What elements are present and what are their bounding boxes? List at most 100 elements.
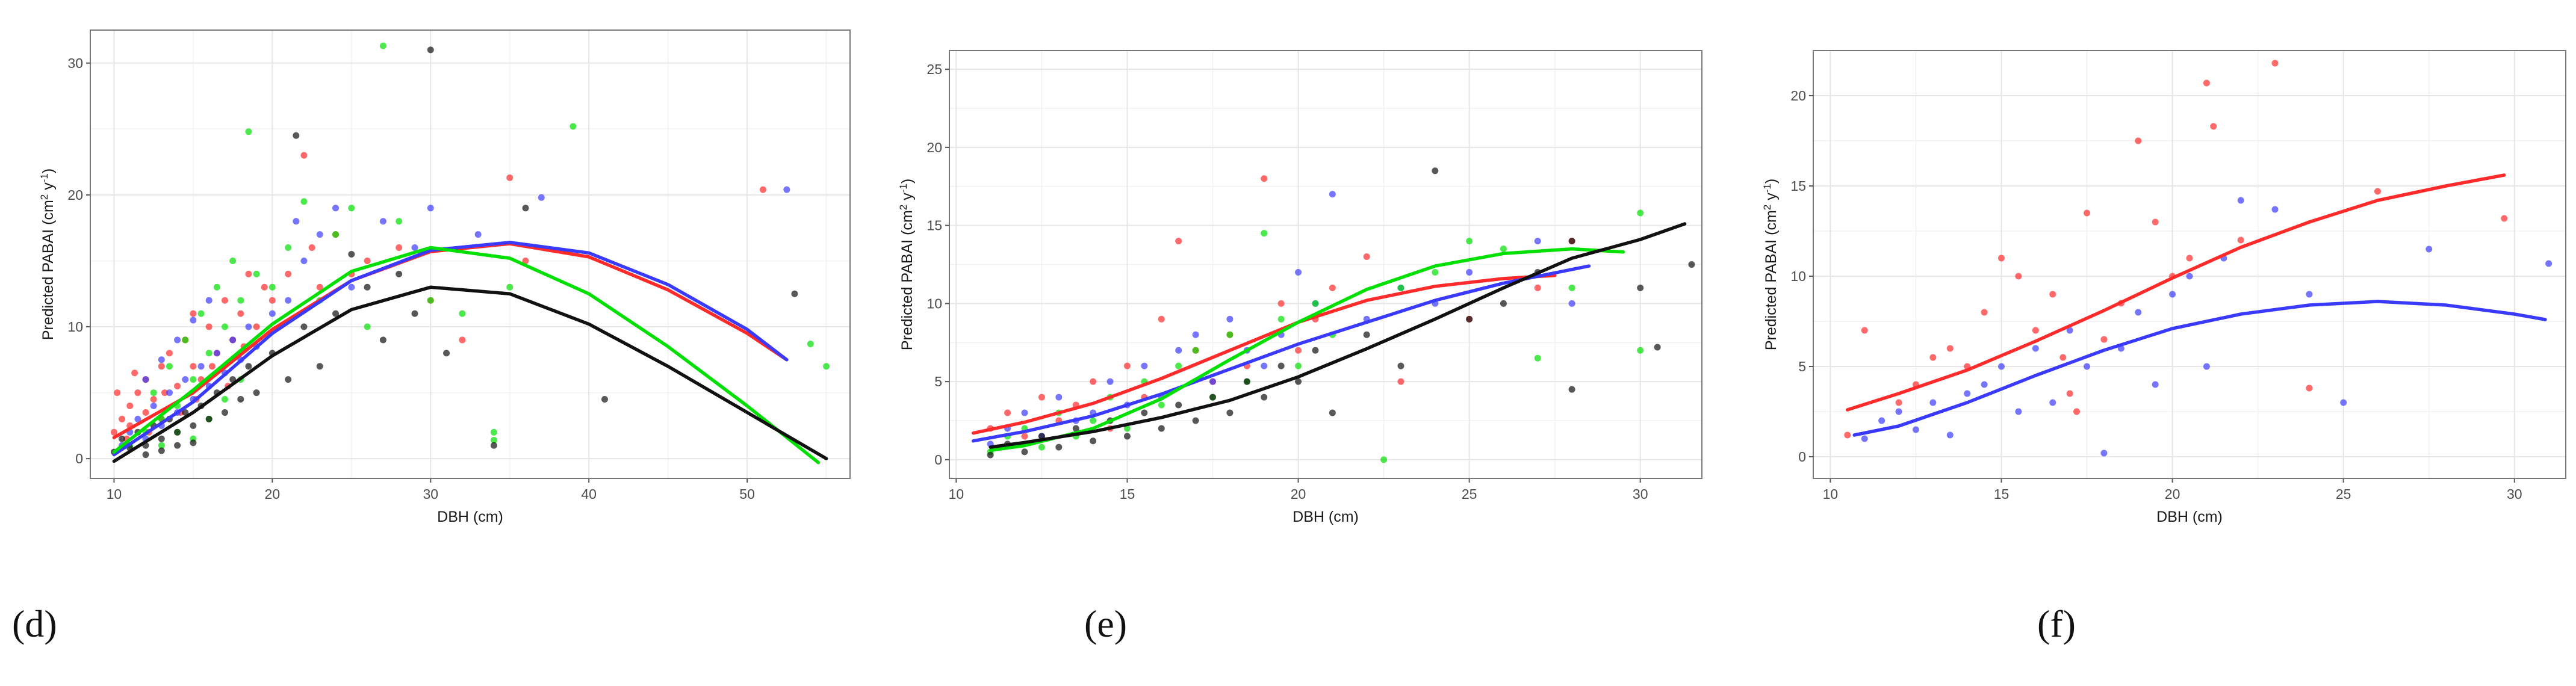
data-point-black [1158,425,1165,432]
data-point-blue [174,336,181,344]
y-tick-label: 0 [1798,449,1806,465]
x-tick-label: 50 [739,486,755,502]
data-point-black [1568,386,1575,393]
data-point-black [791,290,798,297]
data-point-green [379,42,386,49]
data-point-blue [190,317,197,324]
data-point-blue [1964,390,1971,397]
data-point-red [253,323,260,330]
data-point-red [1397,378,1404,385]
data-point-black [293,132,300,139]
data-point-red [2203,79,2210,87]
data-point-red [2073,408,2080,415]
data-point-black [427,46,434,54]
y-axis-title-part: 2 [898,205,909,210]
x-tick-label: 25 [2336,486,2351,502]
data-point-red [2210,123,2217,130]
data-point-black [158,447,165,454]
chart-panel-d: 10 20 30 40 50 0 10 20 30 DBH (cm) Predicted PABAI… [0,0,858,686]
data-point-blue [1929,399,1937,406]
data-point-red [1929,354,1937,361]
data-point-blue [2049,399,2056,406]
data-point-red [221,297,228,304]
data-point-green [490,436,497,443]
data-point-green [1090,417,1097,424]
data-point-blue [1895,408,1902,415]
fit-curve-green [112,246,821,465]
data-point-blue [2100,450,2108,457]
y-axis-title: Predicted PABAI (cm2 y-1) [898,179,916,350]
data-point-black [332,310,340,317]
data-point-black [1363,331,1370,338]
data-point-blue [2015,408,2022,415]
data-point-green [190,376,197,383]
data-point-red [396,244,403,252]
data-point-black [1432,167,1439,175]
data-point-red [166,350,173,357]
plot-area [1844,60,2553,457]
data-point-green [197,310,205,317]
data-point-blue [2135,309,2142,316]
data-point-blue [1295,268,1302,276]
y-tick-label: 10 [926,295,942,311]
data-point-red [1981,309,1988,316]
y-axis-title-part: 2 [1761,205,1773,210]
data-point-black [1243,378,1250,385]
data-point-green [1277,315,1285,323]
data-point-blue [2152,381,2159,388]
data-point-red [316,283,323,291]
data-point-red [245,270,252,277]
data-point-blue [1912,426,1919,433]
chart-panel-f: 10 15 20 25 30 0 5 10 15 20 DBH (cm) Predicted PABA… [1717,0,2576,686]
caption-f: (f) [2037,602,2076,645]
data-point-black [316,363,323,370]
data-point-red [131,369,138,377]
data-point-red [1158,315,1165,323]
plot-frame [90,29,851,479]
data-point-green [166,363,173,370]
data-point-red [158,363,165,370]
data-point-red [1861,327,1868,334]
data-point-black [1141,409,1148,416]
data-point-red [308,244,315,252]
data-point-green [253,270,260,277]
y-axis-title-part: -1 [898,184,909,193]
scatter-chart-f: 10 15 20 25 30 0 5 10 15 20 DBH (cm) Predicted PABA… [1761,50,2566,525]
data-point-green [1568,284,1575,291]
x-tick-label: 30 [1633,486,1648,502]
data-point-blue [213,350,220,357]
y-axis-title-part: Predicted PABAI (cm [40,200,57,340]
data-point-green [348,205,355,212]
y-axis-title: Predicted PABAI (cm2 y-1) [1761,179,1780,350]
data-point-black [601,396,608,403]
data-point-black [1072,425,1079,432]
data-point-red [1004,409,1011,416]
data-point-blue [2066,327,2073,334]
y-axis-title: Predicted PABAI (cm2 y-1) [39,168,57,340]
fit-curve-red [1846,173,2506,412]
data-point-black [443,350,450,357]
data-point-red [1021,433,1028,440]
data-point-black [1090,437,1097,445]
data-point-green [213,283,220,291]
data-point-green [221,396,228,403]
y-tick-label: 0 [934,452,942,468]
data-point-green [823,363,830,370]
y-tick-label: 20 [926,140,942,155]
data-point-black [1209,394,1216,401]
data-point-blue [1466,268,1473,276]
data-point-blue [1209,378,1216,385]
data-point-red [190,310,197,317]
x-tick-label: 30 [423,486,438,502]
data-point-red [2100,336,2108,343]
fit-curve-blue [972,264,1591,443]
data-point-green [1432,268,1439,276]
data-point-blue [285,297,292,304]
data-point-green [150,389,157,397]
data-point-green [285,244,292,252]
data-point-red [261,283,268,291]
data-point-blue [379,218,386,225]
x-tick-label: 10 [107,486,122,502]
data-point-blue [1981,381,1988,388]
data-point-black [1312,347,1319,354]
